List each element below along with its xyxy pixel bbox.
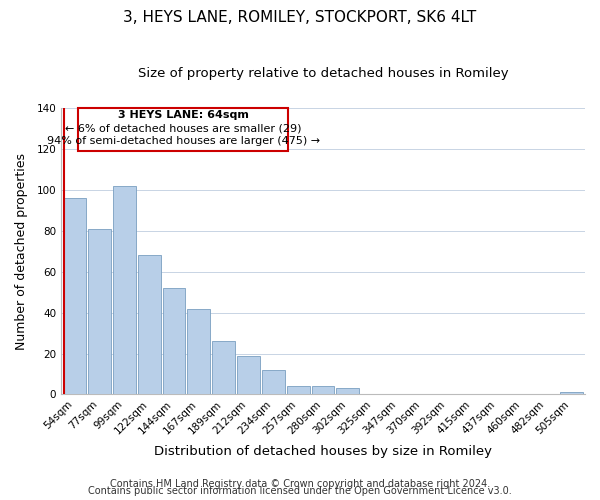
Bar [63,198,86,394]
Bar [88,228,111,394]
Text: Contains HM Land Registry data © Crown copyright and database right 2024.: Contains HM Land Registry data © Crown c… [110,479,490,489]
Bar [163,288,185,395]
Bar [113,186,136,394]
Bar [337,388,359,394]
Bar [187,308,210,394]
Bar [137,256,161,394]
Bar [311,386,334,394]
Title: Size of property relative to detached houses in Romiley: Size of property relative to detached ho… [137,68,508,80]
Bar [560,392,583,394]
X-axis label: Distribution of detached houses by size in Romiley: Distribution of detached houses by size … [154,444,492,458]
Bar [237,356,260,395]
Text: 3 HEYS LANE: 64sqm: 3 HEYS LANE: 64sqm [118,110,249,120]
Bar [287,386,310,394]
Bar [262,370,285,394]
Text: Contains public sector information licensed under the Open Government Licence v3: Contains public sector information licen… [88,486,512,496]
Bar [212,342,235,394]
Text: ← 6% of detached houses are smaller (29): ← 6% of detached houses are smaller (29) [65,124,302,134]
FancyBboxPatch shape [79,108,288,151]
Text: 3, HEYS LANE, ROMILEY, STOCKPORT, SK6 4LT: 3, HEYS LANE, ROMILEY, STOCKPORT, SK6 4L… [124,10,476,25]
Y-axis label: Number of detached properties: Number of detached properties [15,153,28,350]
Text: 94% of semi-detached houses are larger (475) →: 94% of semi-detached houses are larger (… [47,136,320,145]
